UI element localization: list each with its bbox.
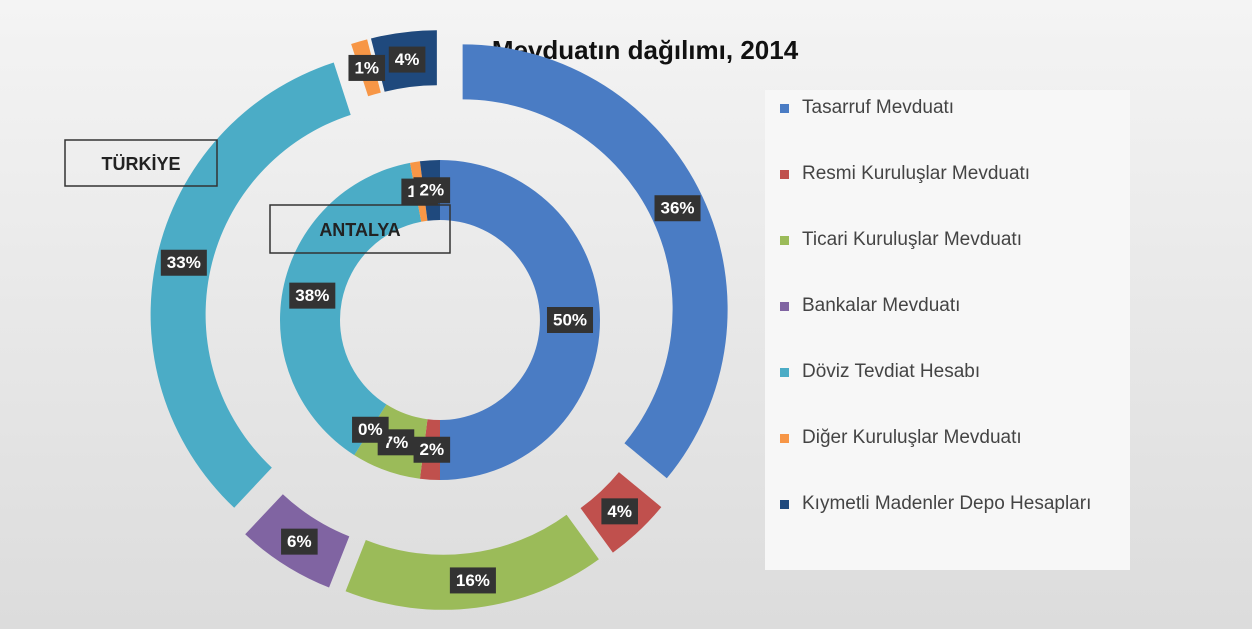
- legend-swatch: [780, 434, 789, 443]
- annotation-box: [269, 204, 451, 254]
- legend-swatch: [780, 236, 789, 245]
- legend-label: Döviz Tevdiat Hesabı: [802, 361, 981, 382]
- label-box: [289, 282, 336, 309]
- data-label: 4%: [607, 502, 632, 521]
- data-label: 38%: [295, 286, 329, 305]
- legend-item: Ticari Kuruluşlar Mevduatı: [780, 224, 1110, 256]
- segment: [440, 160, 600, 480]
- legend-item: Kıymetli Madenler Depo Hesapları: [780, 488, 1110, 520]
- legend-item: Bankalar Mevduatı: [780, 290, 1110, 322]
- data-label: 2%: [420, 181, 445, 200]
- segment: [280, 162, 422, 456]
- label-box: [413, 436, 451, 463]
- annotation-box: [64, 139, 218, 187]
- label-box: [449, 567, 496, 594]
- legend-label: Resmi Kuruluşlar Mevduatı: [802, 163, 1031, 184]
- legend-item: Diğer Kuruluşlar Mevduatı: [780, 422, 1110, 454]
- legend-item: Resmi Kuruluşlar Mevduatı: [780, 158, 1110, 190]
- label-box: [352, 416, 389, 443]
- legend-label: Diğer Kuruluşlar Mevduatı: [802, 427, 1022, 448]
- label-box: [413, 177, 451, 204]
- segment: [150, 62, 351, 508]
- data-label: 0%: [358, 420, 383, 439]
- legend-swatch: [780, 368, 789, 377]
- legend-item: Tasarruf Mevduatı: [780, 92, 1110, 124]
- legend-label: Kıymetli Madenler Depo Hesapları: [802, 493, 1092, 514]
- data-label: 36%: [661, 199, 695, 218]
- label-box: [654, 195, 701, 222]
- label-box: [160, 249, 207, 276]
- data-label: 16%: [456, 571, 490, 590]
- legend-item: Döviz Tevdiat Hesabı: [780, 356, 1110, 388]
- data-label: 4%: [395, 50, 420, 69]
- annotation: TÜRKİYE: [101, 154, 180, 174]
- label-box: [388, 46, 426, 73]
- legend-label: Ticari Kuruluşlar Mevduatı: [802, 229, 1022, 250]
- legend-swatch: [780, 104, 789, 113]
- label-box: [601, 498, 638, 525]
- segment: [345, 514, 599, 610]
- label-box: [281, 528, 318, 555]
- label-box: [546, 307, 594, 333]
- label-box: [348, 54, 386, 81]
- legend-swatch: [780, 500, 789, 509]
- data-label: 50%: [553, 310, 587, 329]
- data-label: 7%: [384, 433, 409, 452]
- data-label: 2%: [420, 440, 445, 459]
- legend-swatch: [780, 170, 789, 179]
- segment: [462, 44, 728, 479]
- legend-label: Bankalar Mevduatı: [802, 295, 961, 316]
- data-label: 1%: [354, 58, 379, 77]
- data-label: 6%: [287, 532, 312, 551]
- annotation: ANTALYA: [319, 220, 400, 240]
- legend-label: Tasarruf Mevduatı: [802, 97, 955, 118]
- legend-swatch: [780, 302, 789, 311]
- data-label: 33%: [167, 253, 201, 272]
- legend: Tasarruf Mevduatı Resmi Kuruluşlar Mevdua…: [765, 90, 1130, 570]
